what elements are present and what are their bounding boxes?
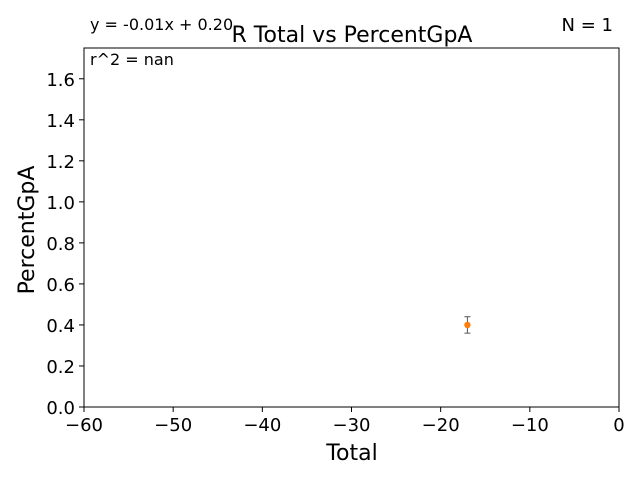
annotation-r-squared: r^2 = nan	[90, 50, 174, 69]
y-tick-label: 0.8	[46, 234, 75, 255]
y-tick-label: 0.4	[46, 316, 75, 337]
y-tick-label: 1.6	[46, 70, 75, 91]
axes-frame	[83, 47, 620, 408]
x-tick-label: −30	[333, 415, 371, 436]
x-tick-label: −10	[511, 415, 549, 436]
plot-layer	[464, 316, 471, 334]
x-tick-label: −50	[154, 415, 192, 436]
ticks-layer: −60 −50 −40 −30 −20 −10 0 0.0 0.2 0.4 0.6 0.8 1.0 1.2…	[46, 70, 624, 436]
x-axis-label: Total	[325, 441, 377, 466]
x-tick-label: 0	[613, 415, 624, 436]
y-axis-label: PercentGpA	[15, 166, 40, 295]
x-tick-label: −20	[422, 415, 460, 436]
annotation-equation: y = -0.01x + 0.20	[90, 15, 233, 34]
x-tick-label: −60	[65, 415, 103, 436]
x-tick-label: −40	[243, 415, 281, 436]
y-tick-label: 1.0	[46, 193, 75, 214]
data-point	[464, 321, 471, 329]
annotation-n: N = 1	[562, 15, 613, 36]
chart-title: R Total vs PercentGpA	[232, 23, 473, 48]
y-tick-label: 0.2	[46, 357, 75, 378]
y-tick-label: 1.2	[46, 152, 75, 173]
y-tick-label: 0.6	[46, 275, 75, 296]
y-tick-label: 1.4	[46, 111, 75, 132]
y-tick-label: 0.0	[46, 398, 75, 419]
